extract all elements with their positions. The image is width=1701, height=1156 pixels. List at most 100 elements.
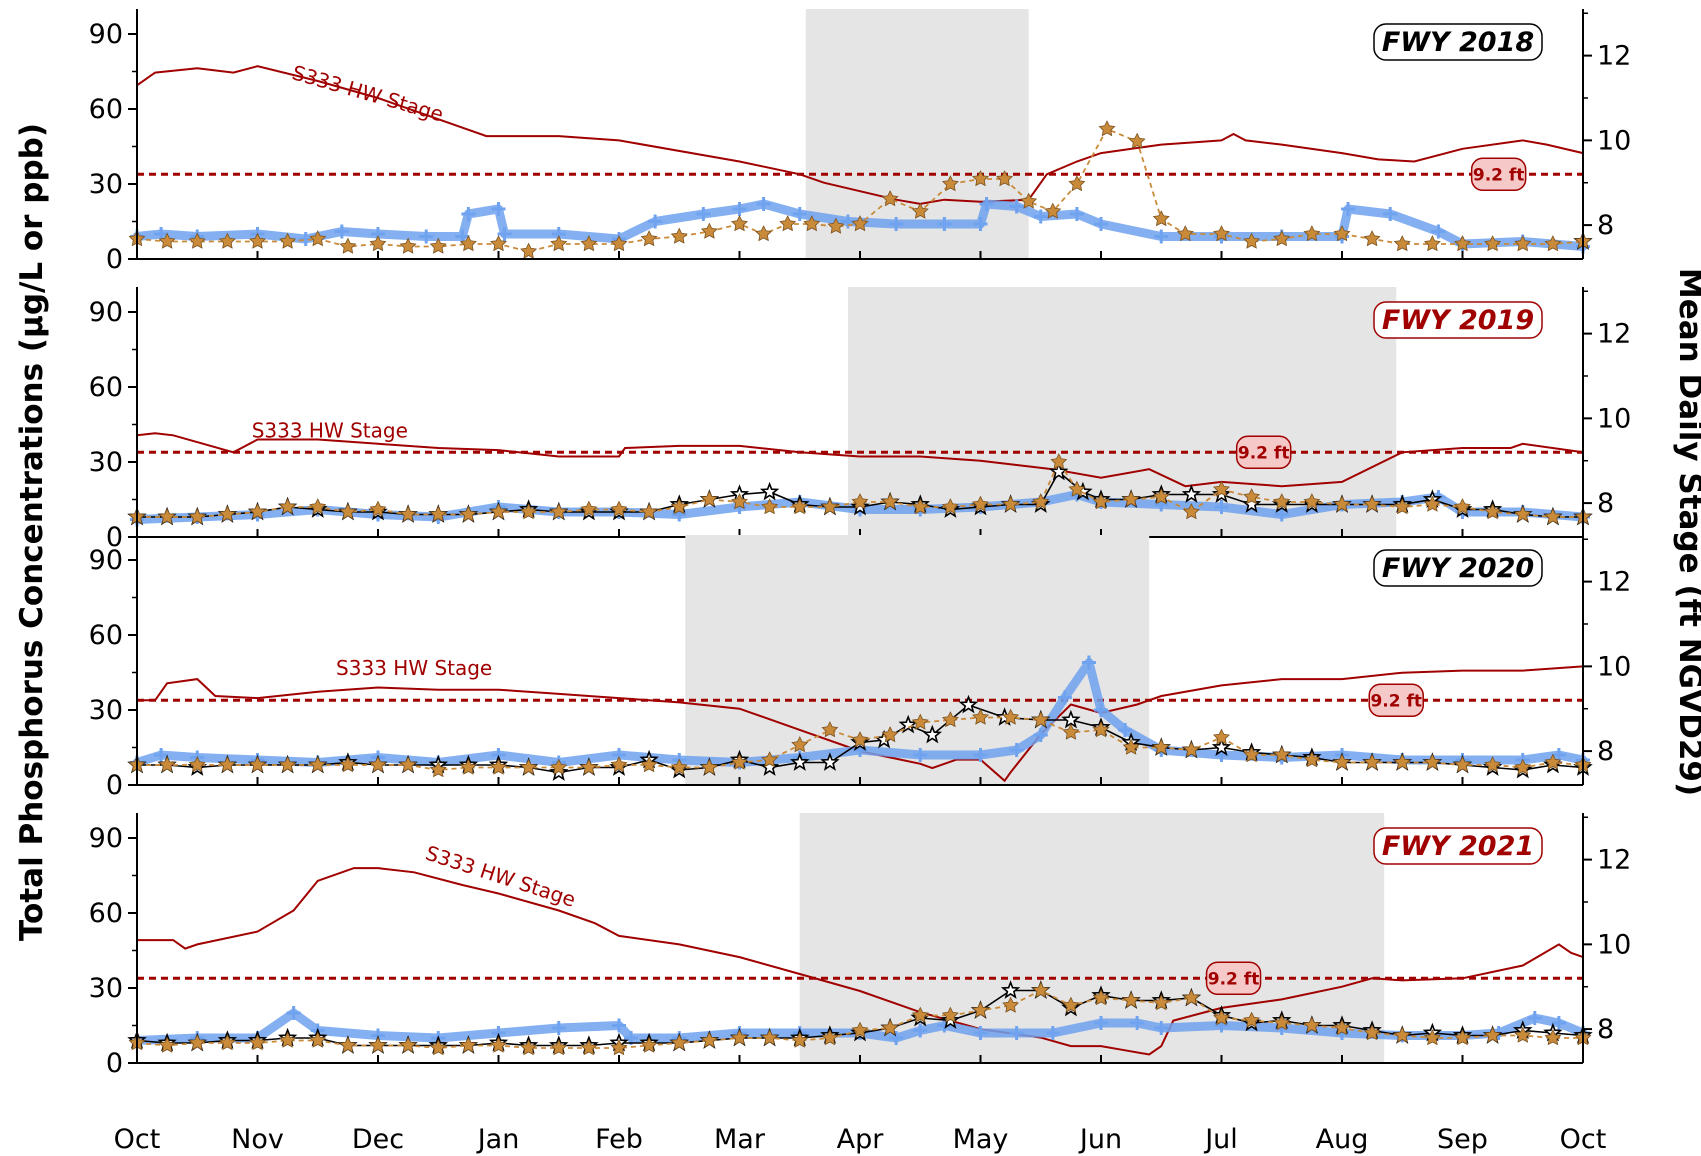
tp-grab-point <box>1484 503 1502 520</box>
x-tick-label: Feb <box>595 1124 643 1155</box>
tp-flow-point <box>1057 690 1072 705</box>
tp-grab-point <box>1363 1024 1381 1041</box>
tp-grab-point <box>1213 480 1230 497</box>
panel-title-box <box>1373 827 1543 865</box>
y-tick-label: 60 <box>89 372 123 403</box>
y2-tick-label: 10 <box>1597 929 1631 960</box>
tp-grab-point <box>1544 753 1562 770</box>
tp-auto-point <box>958 694 979 714</box>
y-tick-label: 30 <box>89 973 123 1004</box>
tp-grab-point <box>1514 235 1532 252</box>
threshold-label-box <box>1205 961 1262 996</box>
tp-grab-point <box>1393 498 1411 515</box>
tp-grab-point <box>941 1006 959 1023</box>
tp-grab-point <box>1544 508 1562 525</box>
tp-grab-point <box>610 235 628 252</box>
tp-grab-point <box>550 503 568 520</box>
tp-flow-point <box>973 1026 988 1040</box>
tp-grab-point <box>911 498 929 515</box>
tp-grab-point <box>1062 996 1080 1013</box>
tp-grab-point <box>972 708 989 725</box>
tp-grab-point <box>779 215 797 232</box>
y-tick-label: 30 <box>89 169 123 200</box>
tp-grab-point <box>490 503 507 520</box>
tp-auto-point <box>759 757 780 776</box>
tp-grab-point <box>791 736 809 753</box>
tp-grab-point <box>1544 235 1562 252</box>
tp-grab-point <box>1514 505 1532 522</box>
tp-flow-point <box>1081 655 1096 670</box>
threshold-label-box <box>1470 157 1527 192</box>
tp-flow-point <box>491 202 506 216</box>
tp-grab-point <box>700 758 718 775</box>
panel-2: 9.2 ft S333 HW Stage 0 30 60 90 8 10 12 FWY 2020 <box>89 535 1631 801</box>
tp-flow-point <box>334 224 349 239</box>
tp-grab-point <box>731 493 748 510</box>
tp-grab-point <box>580 758 598 775</box>
tp-grab-point <box>700 1031 718 1048</box>
y-tick-label: 0 <box>106 522 123 553</box>
tp-grab-point <box>1002 708 1020 725</box>
tp-grab-point <box>996 170 1014 187</box>
tp-grab-point <box>1032 981 1050 998</box>
tp-grab-point <box>1243 1011 1261 1028</box>
shaded-season <box>685 535 1150 785</box>
y-tick-label: 30 <box>89 695 123 726</box>
y-tick-label: 90 <box>89 19 123 50</box>
tp-flow-point <box>551 1021 566 1035</box>
tp-flow-point <box>1033 728 1048 742</box>
tp-grab-point <box>941 498 959 515</box>
tp-grab-point <box>1393 235 1411 252</box>
tp-grab-point <box>1273 1014 1291 1031</box>
panel-title-box <box>1373 23 1543 61</box>
tp-flow-point <box>154 748 169 762</box>
tp-grab-point <box>791 498 809 515</box>
y-tick-label: 90 <box>89 297 123 328</box>
x-tick-label: Oct <box>1560 1124 1607 1155</box>
tp-grab-point <box>881 190 899 207</box>
tp-auto-point <box>759 481 780 501</box>
x-axis: Oct Nov Dec Jan Feb Mar Apr May Jun Jul Aug Sep Oct <box>114 1124 1607 1155</box>
panel-0: 9.2 ft S333 HW Stage 0 30 60 90 8 10 12 FWY 2018 <box>89 9 1631 275</box>
tp-flow-point <box>419 229 434 244</box>
tp-grab-point <box>700 490 718 507</box>
y2-tick-label: 10 <box>1597 651 1631 682</box>
tp-grab-point <box>1303 751 1321 768</box>
tp-grab-point <box>731 215 748 232</box>
tp-grab-point <box>670 498 688 515</box>
tp-grab-point <box>1454 498 1471 515</box>
tp-grab-point <box>429 761 447 778</box>
tp-flow-point <box>612 1018 626 1033</box>
tp-grab-point <box>1393 753 1411 770</box>
tp-grab-point <box>429 505 447 522</box>
tp-grab-point <box>1152 738 1170 755</box>
tp-auto-point <box>820 752 840 771</box>
y-tick-label: 0 <box>106 1048 123 1079</box>
tp-grab-point <box>911 202 929 219</box>
tp-grab-point <box>1484 1026 1502 1043</box>
tp-grab-point <box>1213 728 1230 745</box>
tp-grab-point <box>1032 493 1050 510</box>
tp-grab-point <box>309 756 327 773</box>
tp-grab-point <box>670 227 688 244</box>
tp-grab-point <box>731 1029 748 1046</box>
tp-grab-point <box>1454 235 1471 252</box>
tp-grab-point <box>972 495 989 512</box>
tp-grab-point <box>279 1031 297 1048</box>
tp-grab-point <box>1273 493 1291 510</box>
tp-flow-point <box>1383 207 1398 221</box>
x-tick-label: Nov <box>231 1124 284 1155</box>
tp-grab-point <box>972 170 989 187</box>
y-axis-label-right: Mean Daily Stage (ft NGVD29) <box>1672 268 1701 796</box>
tp-flow-point <box>889 217 904 231</box>
tp-grab-point <box>158 756 176 773</box>
tp-grab-point <box>1092 721 1110 738</box>
tp-grab-point <box>339 503 357 520</box>
tp-grab-point <box>821 498 839 515</box>
tp-flow-point <box>1431 224 1446 239</box>
tp-auto-point <box>898 714 918 734</box>
tp-grab-point <box>249 232 266 249</box>
y2-tick-label: 12 <box>1597 845 1631 876</box>
panel-3: 9.2 ft S333 HW Stage 0 30 60 90 8 10 12 FWY 2021 <box>89 813 1631 1079</box>
tp-grab-point <box>911 713 929 730</box>
